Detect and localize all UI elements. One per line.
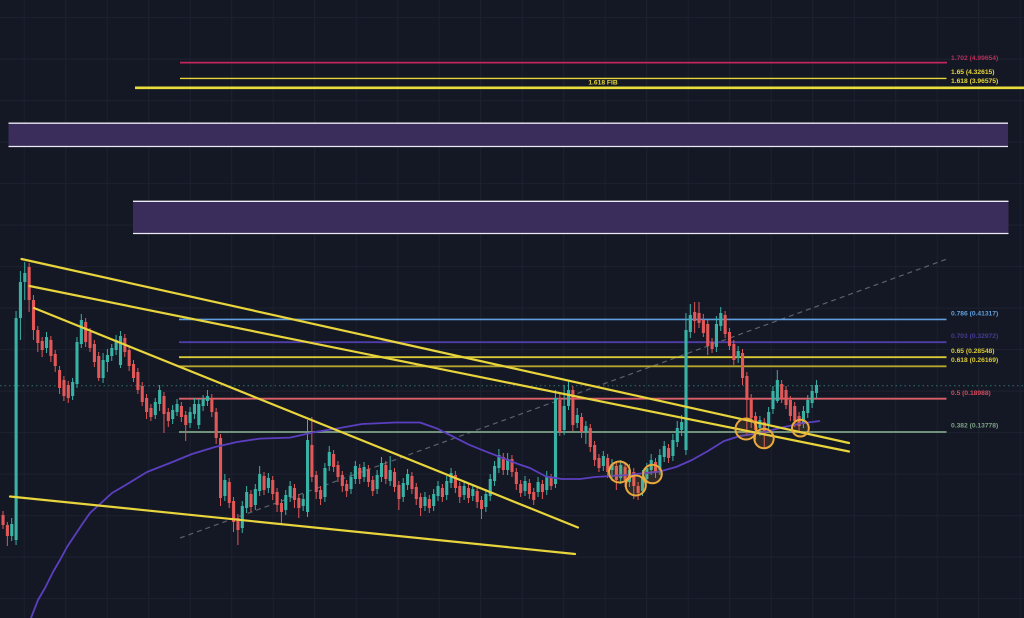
svg-text:0.65 (0.28548): 0.65 (0.28548) [951,348,995,355]
svg-text:0.618 (0.26169): 0.618 (0.26169) [951,357,998,364]
svg-text:0.5 (0.18988): 0.5 (0.18988) [951,390,991,397]
svg-text:1.618 FIB: 1.618 FIB [588,80,618,87]
svg-text:1.702 (4.99654): 1.702 (4.99654) [951,55,998,62]
svg-text:0.786 (0.41317): 0.786 (0.41317) [951,310,998,317]
svg-text:0.703 (0.32972): 0.703 (0.32972) [951,333,998,340]
svg-text:1.65 (4.32615): 1.65 (4.32615) [951,69,995,76]
svg-text:1.618 (3.96575): 1.618 (3.96575) [951,78,998,85]
svg-text:0.382 (0.13778): 0.382 (0.13778) [951,423,998,430]
